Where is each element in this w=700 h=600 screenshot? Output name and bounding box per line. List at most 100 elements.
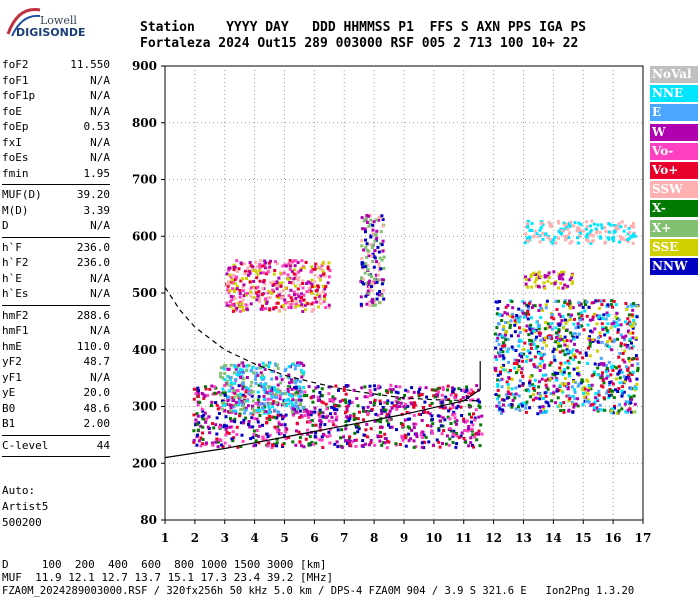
echo-point bbox=[290, 269, 294, 273]
echo-point bbox=[514, 407, 518, 411]
echo-point bbox=[550, 316, 554, 319]
echo-point bbox=[195, 412, 199, 416]
echo-point bbox=[521, 383, 525, 387]
echo-point bbox=[239, 309, 243, 313]
echo-point bbox=[266, 444, 270, 448]
echo-point bbox=[354, 417, 358, 420]
echo-point bbox=[258, 268, 261, 272]
echo-point bbox=[588, 338, 592, 342]
echo-point bbox=[240, 302, 244, 306]
echo-point bbox=[580, 311, 584, 315]
echo-point bbox=[614, 303, 618, 307]
echo-point bbox=[261, 304, 264, 308]
echo-point bbox=[494, 393, 498, 396]
echo-point bbox=[387, 411, 391, 415]
echo-point bbox=[582, 395, 586, 399]
echo-point bbox=[321, 262, 325, 266]
echo-point bbox=[319, 410, 323, 414]
echo-point bbox=[551, 372, 555, 376]
echo-point bbox=[216, 407, 220, 411]
echo-point bbox=[557, 341, 561, 345]
echo-point bbox=[418, 386, 422, 390]
param-row: hmF2 288.6 bbox=[2, 309, 110, 325]
echo-point bbox=[330, 415, 334, 419]
echo-point bbox=[258, 408, 262, 412]
echo-point bbox=[610, 322, 614, 326]
echo-point bbox=[570, 273, 574, 277]
echo-point bbox=[275, 416, 279, 420]
echo-point bbox=[594, 299, 598, 303]
echo-point bbox=[562, 370, 566, 374]
param-row: fxI N/A bbox=[2, 136, 110, 152]
echo-point bbox=[500, 334, 504, 338]
echo-point bbox=[247, 387, 251, 391]
y-tick-label: 600 bbox=[132, 229, 157, 243]
echo-point bbox=[563, 299, 567, 303]
echo-point bbox=[541, 231, 545, 235]
echo-point bbox=[360, 257, 364, 261]
echo-point bbox=[613, 404, 616, 408]
echo-point bbox=[591, 234, 595, 238]
echo-point bbox=[500, 313, 504, 317]
echo-point bbox=[616, 323, 620, 327]
echo-point bbox=[541, 373, 545, 377]
echo-point bbox=[451, 390, 455, 394]
echo-point bbox=[438, 445, 442, 449]
echo-point bbox=[263, 387, 267, 391]
echo-point bbox=[223, 403, 227, 407]
echo-point bbox=[451, 405, 455, 409]
echo-point bbox=[498, 354, 502, 358]
echo-point bbox=[527, 278, 531, 282]
echo-point bbox=[525, 303, 529, 307]
echo-point bbox=[268, 407, 272, 411]
echo-point bbox=[317, 285, 321, 289]
param-divider bbox=[2, 456, 110, 457]
echo-point bbox=[192, 413, 196, 417]
echo-point bbox=[258, 424, 262, 428]
echo-point bbox=[564, 322, 568, 325]
echo-point bbox=[238, 401, 241, 404]
echo-point bbox=[284, 367, 288, 371]
echo-point bbox=[196, 433, 200, 437]
echo-point bbox=[196, 392, 200, 396]
echo-point bbox=[318, 391, 322, 394]
echo-point bbox=[342, 385, 346, 389]
echo-point bbox=[225, 301, 229, 305]
echo-point bbox=[276, 402, 280, 406]
echo-point bbox=[529, 343, 533, 347]
echo-point bbox=[524, 312, 528, 316]
echo-point bbox=[622, 229, 626, 233]
echo-point bbox=[567, 374, 571, 378]
echo-point bbox=[437, 440, 441, 444]
echo-point bbox=[469, 392, 473, 396]
echo-point bbox=[261, 423, 264, 427]
echo-point bbox=[422, 433, 426, 437]
echo-point bbox=[633, 234, 637, 238]
echo-point bbox=[624, 320, 627, 324]
echo-point bbox=[238, 292, 242, 296]
echo-point bbox=[317, 275, 321, 279]
echo-point bbox=[233, 365, 237, 369]
echo-point bbox=[530, 285, 534, 289]
echo-point bbox=[273, 269, 277, 272]
echo-point bbox=[316, 265, 319, 268]
echo-point bbox=[627, 237, 631, 241]
echo-point bbox=[448, 407, 452, 411]
echo-point bbox=[528, 327, 532, 331]
echo-point bbox=[302, 410, 306, 414]
echo-point bbox=[340, 428, 344, 432]
echo-point bbox=[199, 436, 203, 440]
echo-point bbox=[599, 362, 603, 366]
echo-point bbox=[301, 406, 305, 410]
echo-point bbox=[273, 362, 277, 366]
echo-point bbox=[295, 429, 298, 433]
echo-point bbox=[299, 267, 303, 271]
echo-point bbox=[231, 287, 235, 291]
echo-point bbox=[276, 430, 280, 434]
echo-point bbox=[530, 273, 534, 277]
echo-point bbox=[544, 320, 548, 324]
echo-point bbox=[430, 414, 434, 418]
echo-point bbox=[389, 383, 393, 387]
echo-point bbox=[394, 390, 398, 394]
echo-point bbox=[265, 416, 269, 420]
